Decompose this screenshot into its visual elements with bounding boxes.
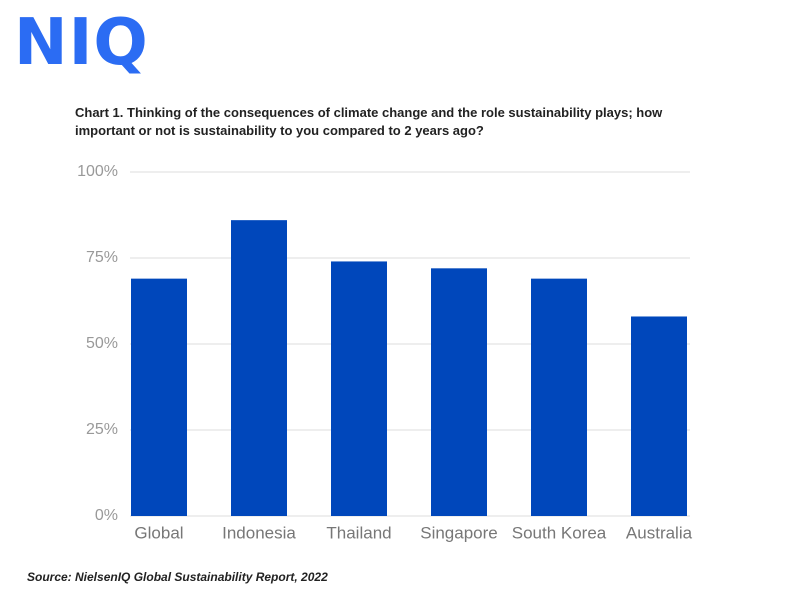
y-tick-label: 0% (95, 507, 118, 524)
x-tick-label: Thailand (326, 523, 391, 542)
bar (131, 278, 187, 516)
x-tick-label: Indonesia (222, 523, 296, 542)
x-tick-label: Singapore (420, 523, 498, 542)
bar (631, 316, 687, 516)
x-tick-label: South Korea (512, 523, 607, 542)
x-tick-label: Australia (626, 523, 693, 542)
source: Source: NielsenIQ Global Sustainability … (27, 570, 328, 584)
bar (331, 261, 387, 516)
bar (431, 268, 487, 516)
x-tick-label: Global (134, 523, 183, 542)
logo: NIQ (14, 6, 149, 80)
y-tick-label: 50% (86, 335, 118, 352)
chart-title: Chart 1. Thinking of the consequences of… (75, 105, 663, 138)
y-tick-label: 25% (86, 421, 118, 438)
y-tick-label: 75% (86, 249, 118, 266)
bar (531, 278, 587, 516)
y-tick-label: 100% (77, 163, 118, 180)
bar (231, 220, 287, 516)
